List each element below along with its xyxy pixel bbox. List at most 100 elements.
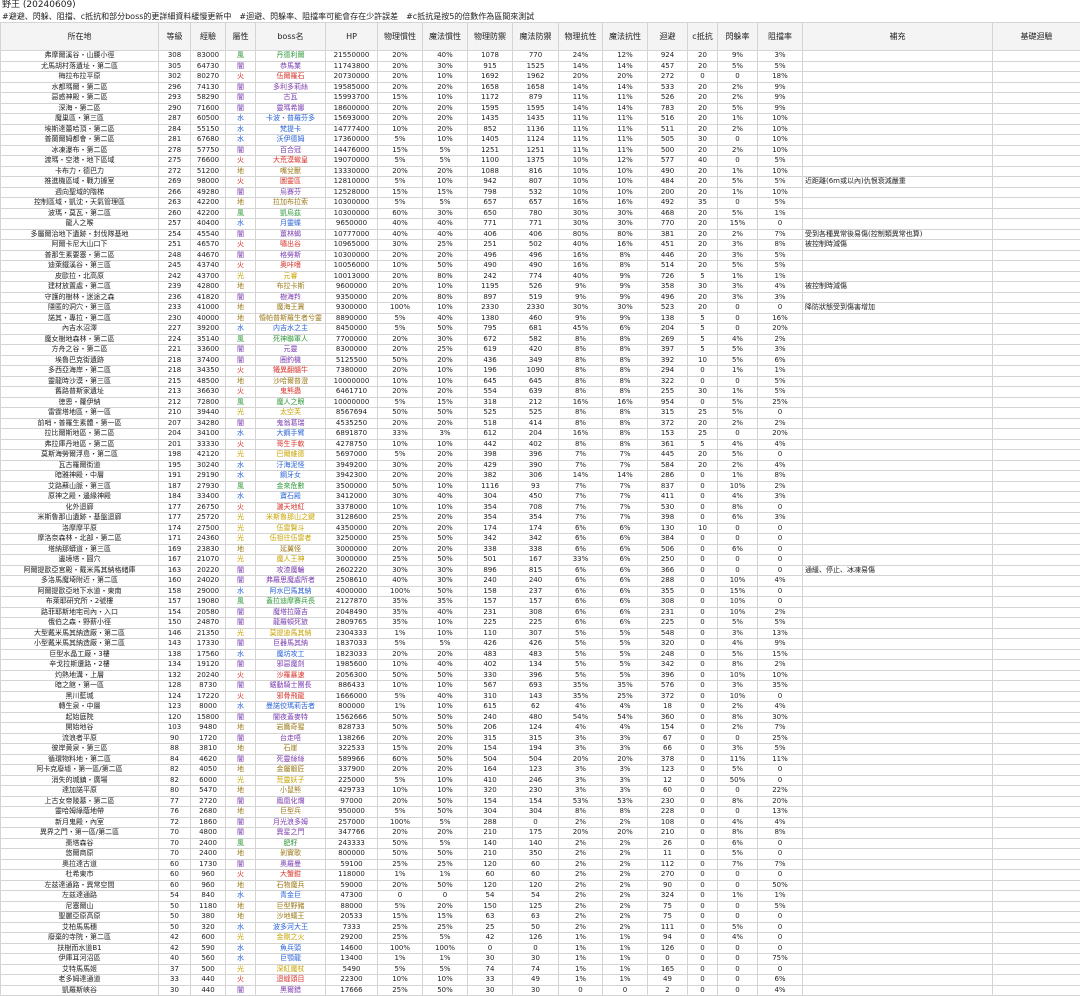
table-cell[interactable]: 曼諾佼瑪莉舌者 (256, 702, 326, 713)
table-cell[interactable]: 10% (378, 660, 423, 671)
table-cell[interactable]: 左兹達通路・異常空間 (1, 880, 159, 891)
table-cell[interactable]: 468 (648, 208, 688, 219)
table-cell[interactable]: 2048490 (326, 607, 378, 618)
table-cell[interactable]: 3% (758, 492, 803, 503)
table-cell[interactable]: 9650000 (326, 219, 378, 230)
table-cell[interactable]: 523 (648, 303, 688, 314)
table-cell[interactable]: 火 (226, 387, 256, 398)
table-cell[interactable]: 10% (423, 681, 468, 692)
table-cell[interactable]: 5% (758, 250, 803, 261)
table-cell[interactable]: 循環物料地・第二區 (1, 754, 159, 765)
table-cell[interactable]: 1124 (513, 135, 559, 146)
table-cell[interactable]: 16% (559, 261, 603, 272)
table-cell[interactable]: 4% (718, 639, 758, 650)
table-cell[interactable]: 10% (423, 628, 468, 639)
table-cell[interactable]: 15800 (191, 712, 226, 723)
table-cell[interactable]: 5% (378, 156, 423, 167)
table-cell[interactable]: 24360 (191, 534, 226, 545)
table-cell[interactable]: 2% (603, 912, 648, 923)
table-cell[interactable]: 960 (191, 880, 226, 891)
table-cell[interactable]: 30 (513, 985, 559, 996)
table-cell[interactable]: 484 (648, 177, 688, 188)
table-cell[interactable]: 502 (513, 240, 559, 251)
table-cell[interactable]: 9300000 (326, 303, 378, 314)
table-cell[interactable]: 5% (718, 208, 758, 219)
table-cell[interactable]: 50% (423, 754, 468, 765)
table-cell[interactable]: 342 (648, 660, 688, 671)
table-cell[interactable]: 0 (688, 681, 718, 692)
table-cell[interactable] (803, 387, 993, 398)
table-cell[interactable]: 296 (159, 82, 191, 93)
column-header[interactable]: 魔法抗性 (603, 23, 648, 51)
table-cell[interactable]: 798 (468, 187, 513, 198)
table-cell[interactable] (993, 103, 1080, 114)
table-cell[interactable]: 奧羅曼 (256, 859, 326, 870)
table-cell[interactable] (803, 250, 993, 261)
table-cell[interactable]: 卡波・普羅芬多 (256, 114, 326, 125)
table-cell[interactable]: 5% (718, 345, 758, 356)
table-cell[interactable] (993, 786, 1080, 797)
table-cell[interactable] (993, 880, 1080, 891)
table-cell[interactable]: 魔巢區・第三區 (1, 114, 159, 125)
table-cell[interactable]: 8% (559, 334, 603, 345)
table-cell[interactable]: 230 (648, 796, 688, 807)
table-cell[interactable]: 25 (688, 429, 718, 440)
table-cell[interactable]: 10013000 (326, 271, 378, 282)
table-cell[interactable]: 4% (718, 439, 758, 450)
table-cell[interactable] (993, 964, 1080, 975)
table-cell[interactable]: 0 (758, 555, 803, 566)
table-cell[interactable]: 3128600 (326, 513, 378, 524)
column-header[interactable]: HP (326, 23, 378, 51)
table-cell[interactable]: 27500 (191, 523, 226, 534)
table-cell[interactable]: 218 (159, 366, 191, 377)
table-cell[interactable]: 7% (603, 460, 648, 471)
table-cell[interactable]: 4% (758, 702, 803, 713)
table-cell[interactable]: 2% (559, 922, 603, 933)
table-cell[interactable]: 645 (468, 376, 513, 387)
table-cell[interactable] (803, 618, 993, 629)
table-cell[interactable]: 台走唔 (256, 733, 326, 744)
table-cell[interactable]: 深紅魔杖 (256, 964, 326, 975)
table-cell[interactable]: 158 (468, 586, 513, 597)
table-cell[interactable]: 8% (559, 408, 603, 419)
table-cell[interactable]: 風 (226, 838, 256, 849)
table-cell[interactable]: 9600000 (326, 282, 378, 293)
table-cell[interactable]: 光 (226, 513, 256, 524)
table-cell[interactable]: 10% (718, 607, 758, 618)
table-cell[interactable]: 2% (603, 817, 648, 828)
table-cell[interactable]: 3942300 (326, 471, 378, 482)
table-cell[interactable]: 1% (758, 208, 803, 219)
table-cell[interactable] (803, 922, 993, 933)
table-cell[interactable]: 巨型兵 (256, 807, 326, 818)
table-cell[interactable]: 243333 (326, 838, 378, 849)
table-cell[interactable]: 3000000 (326, 544, 378, 555)
table-cell[interactable]: 3% (718, 282, 758, 293)
table-cell[interactable]: 8% (603, 387, 648, 398)
table-cell[interactable]: 8% (603, 376, 648, 387)
table-cell[interactable]: 10% (378, 502, 423, 513)
table-cell[interactable]: 烏賽芬 (256, 187, 326, 198)
table-cell[interactable]: 5 (688, 334, 718, 345)
table-cell[interactable] (803, 523, 993, 534)
table-cell[interactable]: 10% (423, 303, 468, 314)
table-cell[interactable] (993, 985, 1080, 996)
table-cell[interactable]: 5% (378, 450, 423, 461)
table-cell[interactable]: 60 (468, 870, 513, 881)
table-cell[interactable]: 35% (423, 597, 468, 608)
table-cell[interactable]: 10% (423, 618, 468, 629)
table-cell[interactable]: 194 (513, 744, 559, 755)
table-cell[interactable] (803, 324, 993, 335)
table-cell[interactable]: 4% (718, 817, 758, 828)
table-cell[interactable]: 1860 (191, 817, 226, 828)
table-cell[interactable]: 3% (718, 292, 758, 303)
table-cell[interactable]: 阿爾提歐亞宮殿・戴米馬其納格緒庫 (1, 565, 159, 576)
table-cell[interactable]: 光 (226, 933, 256, 944)
column-header[interactable]: 等級 (159, 23, 191, 51)
table-cell[interactable]: 20% (378, 292, 423, 303)
table-cell[interactable]: 地 (226, 880, 256, 891)
table-cell[interactable]: 光 (226, 523, 256, 534)
table-cell[interactable]: 2304333 (326, 628, 378, 639)
table-cell[interactable]: 0 (758, 922, 803, 933)
table-cell[interactable]: 118000 (326, 870, 378, 881)
table-cell[interactable]: 0 (718, 733, 758, 744)
